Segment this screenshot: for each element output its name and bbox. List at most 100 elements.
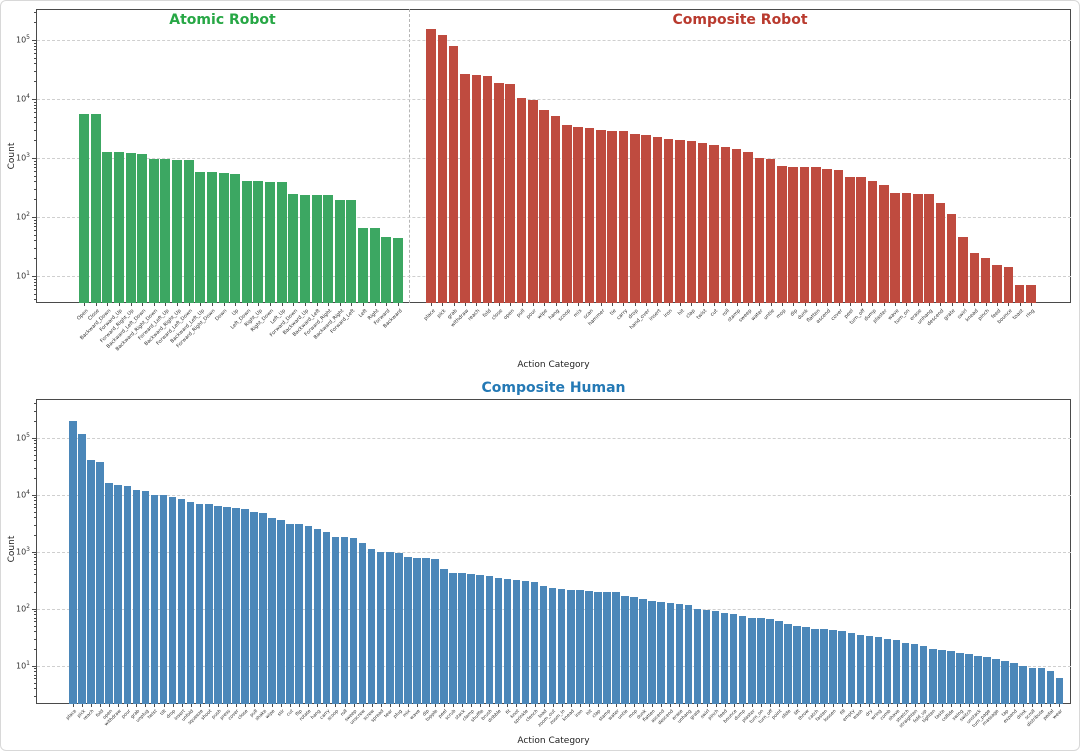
bar <box>731 149 742 303</box>
x-axis-tick <box>398 704 400 707</box>
x-axis-tick <box>555 303 557 306</box>
x-axis-tick <box>293 303 295 306</box>
x-axis-tick <box>217 704 219 707</box>
y-axis-minor-tick <box>33 129 36 131</box>
bar <box>847 632 856 704</box>
y-axis-minor-tick <box>33 104 36 106</box>
x-tick-label: grate <box>943 308 957 322</box>
bar <box>845 176 855 303</box>
x-axis-tick <box>525 704 527 707</box>
x-axis-tick <box>544 303 546 306</box>
y-axis-minor-tick <box>33 229 36 231</box>
x-axis-tick <box>724 704 726 707</box>
bar <box>946 214 957 303</box>
x-axis-tick <box>386 303 388 306</box>
bar <box>1001 661 1009 704</box>
gridline <box>37 98 1071 100</box>
x-axis-tick <box>281 704 283 707</box>
x-axis-tick <box>760 704 762 707</box>
panel-separator <box>409 9 410 303</box>
bar <box>69 420 77 704</box>
bar <box>530 581 539 704</box>
x-axis-tick <box>130 303 132 306</box>
x-axis-tick <box>389 704 391 707</box>
bar <box>204 503 213 704</box>
x-axis-tick <box>566 303 568 306</box>
y-axis-minor-tick <box>33 63 36 65</box>
x-axis-tick <box>84 303 85 306</box>
x-axis-tick <box>127 704 129 707</box>
bar <box>890 192 900 303</box>
x-axis-tick <box>815 303 817 306</box>
y-axis-minor-tick <box>33 443 36 445</box>
x-axis-tick <box>326 704 328 707</box>
x-tick-label: hit <box>676 308 686 317</box>
bar <box>766 619 774 704</box>
x-axis-tick <box>787 704 789 707</box>
bar <box>440 568 448 704</box>
y-tick-label: 103 <box>15 151 30 163</box>
bar <box>172 159 183 303</box>
bar <box>686 141 697 303</box>
bar <box>820 629 828 704</box>
x-axis-tick <box>308 704 310 707</box>
y-axis-minor-tick <box>33 403 36 405</box>
x-tick-label: twist <box>695 308 708 321</box>
x-axis-tick <box>691 303 693 306</box>
x-axis-tick <box>95 303 97 306</box>
bar <box>573 126 583 303</box>
x-axis-tick <box>883 303 885 306</box>
bar <box>874 637 883 704</box>
bar <box>822 168 832 303</box>
x-axis-tick <box>959 704 961 707</box>
x-axis-tick <box>997 303 998 306</box>
x-axis-tick <box>199 704 201 707</box>
x-axis-tick <box>793 303 795 306</box>
x-tick-label: pour <box>525 308 539 321</box>
bar <box>1046 671 1055 704</box>
x-axis-tick <box>923 704 925 707</box>
y-tick-label: 101 <box>15 659 30 671</box>
x-axis-tick <box>872 303 874 306</box>
bar <box>458 573 466 704</box>
x-axis-tick <box>896 704 898 707</box>
bar <box>114 484 123 704</box>
bar <box>381 237 392 303</box>
y-axis-minor-tick <box>33 299 36 301</box>
bar <box>693 608 702 704</box>
x-axis-tick <box>398 303 399 306</box>
x-axis-tick <box>736 303 738 306</box>
x-axis-tick <box>778 704 780 707</box>
x-axis-tick <box>1008 303 1010 306</box>
x-axis-tick <box>715 704 717 707</box>
bar <box>288 194 299 303</box>
bar <box>78 434 86 704</box>
y-axis-minor-tick <box>33 122 36 124</box>
y-axis-minor-tick <box>33 247 36 249</box>
y-axis-minor-tick <box>33 591 36 593</box>
y-axis-minor-tick <box>33 581 36 583</box>
x-axis-tick <box>914 704 916 707</box>
x-axis-tick <box>145 704 147 707</box>
x-axis-tick <box>235 303 237 306</box>
x-axis-tick <box>1014 704 1016 707</box>
y-tick-label: 102 <box>15 210 30 222</box>
x-axis-tick <box>258 303 260 306</box>
bar <box>596 129 606 303</box>
x-axis-tick <box>878 704 880 707</box>
x-axis-tick <box>442 303 444 306</box>
bar <box>539 110 549 303</box>
x-axis-tick <box>316 303 318 306</box>
y-axis-minor-tick <box>33 45 36 47</box>
bar <box>621 595 629 704</box>
x-axis-tick <box>521 303 523 306</box>
x-axis-tick <box>91 704 93 707</box>
x-axis-tick <box>190 704 192 707</box>
x-tick-label: untie <box>762 308 776 322</box>
bar <box>449 572 457 704</box>
bar <box>765 159 776 303</box>
bar <box>125 152 136 303</box>
x-axis-tick <box>109 704 111 707</box>
bar <box>883 638 892 704</box>
y-axis-tick <box>32 665 36 667</box>
